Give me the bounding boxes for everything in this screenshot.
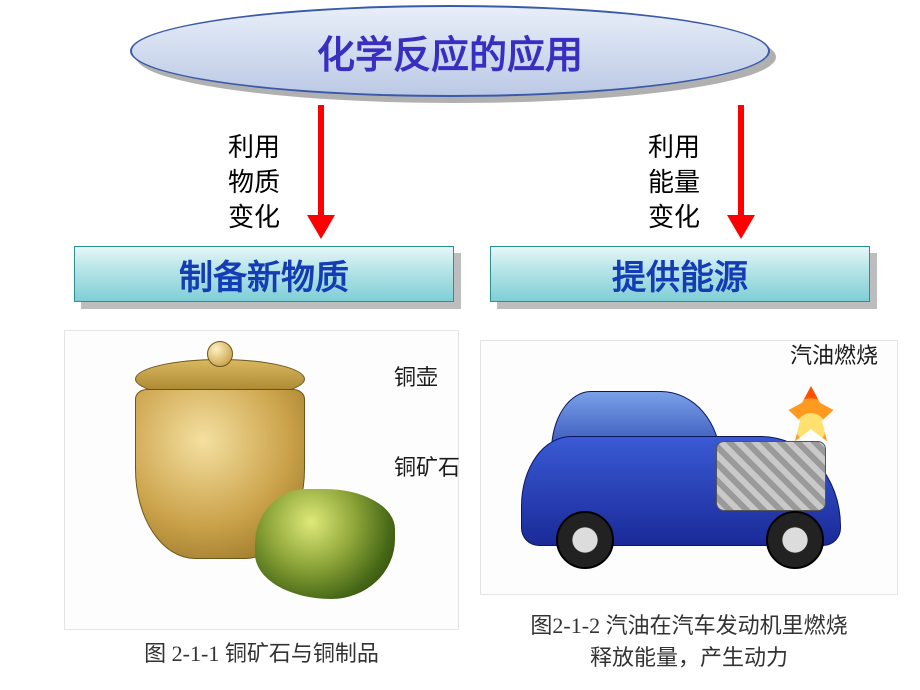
left-branch-label-line2: 物质 [228, 165, 280, 200]
right-branch-label-line1: 利用 [648, 130, 700, 165]
left-branch-label: 利用 物质 变化 [228, 130, 280, 235]
right-subbox-text: 提供能源 [612, 250, 748, 299]
car-wheel-rear [766, 511, 824, 569]
left-subbox: 制备新物质 [74, 246, 454, 302]
left-figure-label-ore: 铜矿石 [394, 450, 460, 482]
left-arrow-line [318, 105, 324, 215]
left-figure-label-pot: 铜壶 [394, 360, 438, 392]
right-figure-caption-line2: 释放能量，产生动力 [480, 642, 898, 674]
right-figure-label-combustion: 汽油燃烧 [790, 338, 878, 370]
title-ellipse: 化学反应的应用 [130, 5, 770, 97]
right-figure [480, 340, 898, 595]
car-wheel-front [556, 511, 614, 569]
right-branch-label-line2: 能量 [648, 165, 700, 200]
right-branch-label-line3: 变化 [648, 200, 700, 235]
right-arrow-line [738, 105, 744, 215]
right-figure-caption: 图2-1-2 汽油在汽车发动机里燃烧 释放能量，产生动力 [480, 610, 898, 674]
left-arrow-icon [317, 105, 325, 239]
right-arrow-head [727, 215, 755, 239]
copper-ore [255, 489, 395, 599]
left-figure-caption: 图 2-1-1 铜矿石与铜制品 [64, 638, 459, 670]
copper-pot-knob [207, 341, 233, 367]
left-branch-label-line1: 利用 [228, 130, 280, 165]
right-branch-label: 利用 能量 变化 [648, 130, 700, 235]
left-subbox-text: 制备新物质 [179, 250, 349, 299]
left-branch-label-line3: 变化 [228, 200, 280, 235]
right-figure-caption-line1: 图2-1-2 汽油在汽车发动机里燃烧 [480, 610, 898, 642]
title-text: 化学反应的应用 [317, 24, 583, 79]
flame-icon [786, 386, 836, 446]
car-engine-cutaway [716, 441, 826, 511]
right-arrow-icon [737, 105, 745, 239]
left-arrow-head [307, 215, 335, 239]
right-subbox: 提供能源 [490, 246, 870, 302]
